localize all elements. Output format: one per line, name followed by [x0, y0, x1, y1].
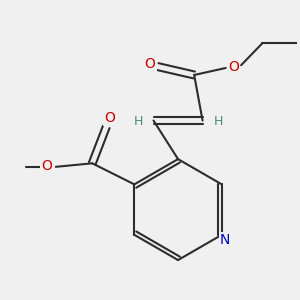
Text: O: O — [41, 159, 52, 173]
Text: H: H — [213, 116, 223, 128]
Text: O: O — [145, 58, 155, 71]
Text: O: O — [104, 111, 115, 125]
Text: N: N — [220, 233, 230, 247]
Text: H: H — [134, 116, 143, 128]
Text: O: O — [228, 60, 239, 74]
